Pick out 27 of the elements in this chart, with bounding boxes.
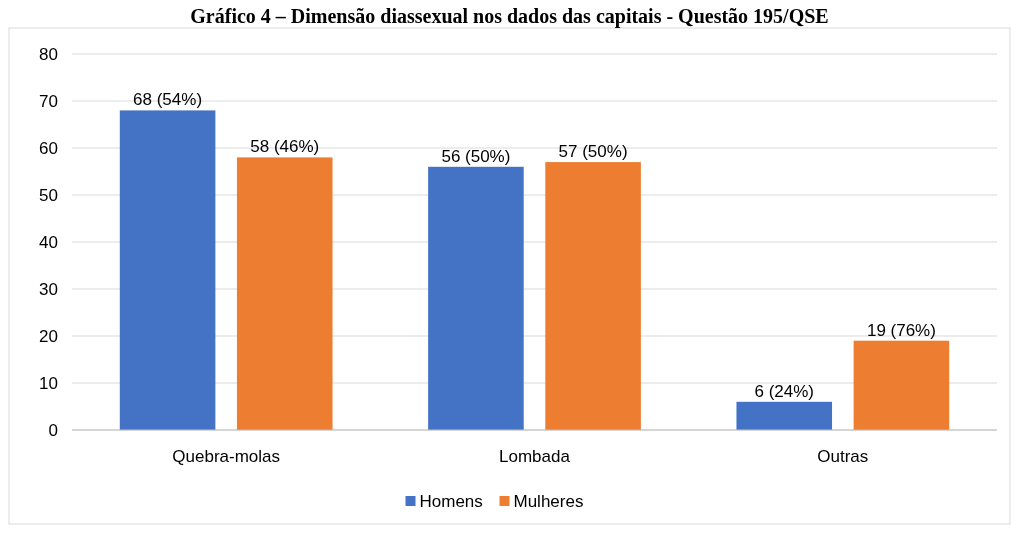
- data-label: 68 (54%): [133, 90, 203, 110]
- data-label: 57 (50%): [558, 142, 628, 162]
- x-tick-label: Outras: [817, 447, 869, 466]
- bar: [853, 340, 950, 430]
- bar: [736, 401, 833, 430]
- y-tick-label: 30: [39, 279, 58, 299]
- chart-title: Gráfico 4 – Dimensão diassexual nos dados das capitais - Questão 195/QSE: [190, 5, 829, 28]
- bar: [428, 166, 524, 430]
- data-label: 56 (50%): [441, 146, 511, 166]
- y-tick-label: 50: [39, 185, 58, 205]
- y-tick-label: 80: [39, 44, 58, 64]
- data-label: 58 (46%): [250, 137, 320, 157]
- y-tick-label: 70: [39, 91, 58, 111]
- y-tick-label: 40: [39, 232, 58, 252]
- legend-label: Homens: [419, 491, 483, 511]
- y-tick-label: 20: [39, 326, 58, 346]
- bar: [236, 157, 333, 430]
- data-label: 6 (24%): [754, 381, 815, 401]
- x-tick-label: Lombada: [499, 447, 571, 466]
- y-tick-label: 0: [48, 420, 58, 440]
- bar: [119, 110, 216, 430]
- data-label: 19 (76%): [866, 320, 936, 340]
- bar: [545, 162, 641, 430]
- x-tick-label: Quebra-molas: [172, 447, 281, 466]
- legend-label: Mulheres: [513, 491, 584, 511]
- y-tick-label: 10: [39, 373, 58, 393]
- y-tick-label: 60: [39, 138, 58, 158]
